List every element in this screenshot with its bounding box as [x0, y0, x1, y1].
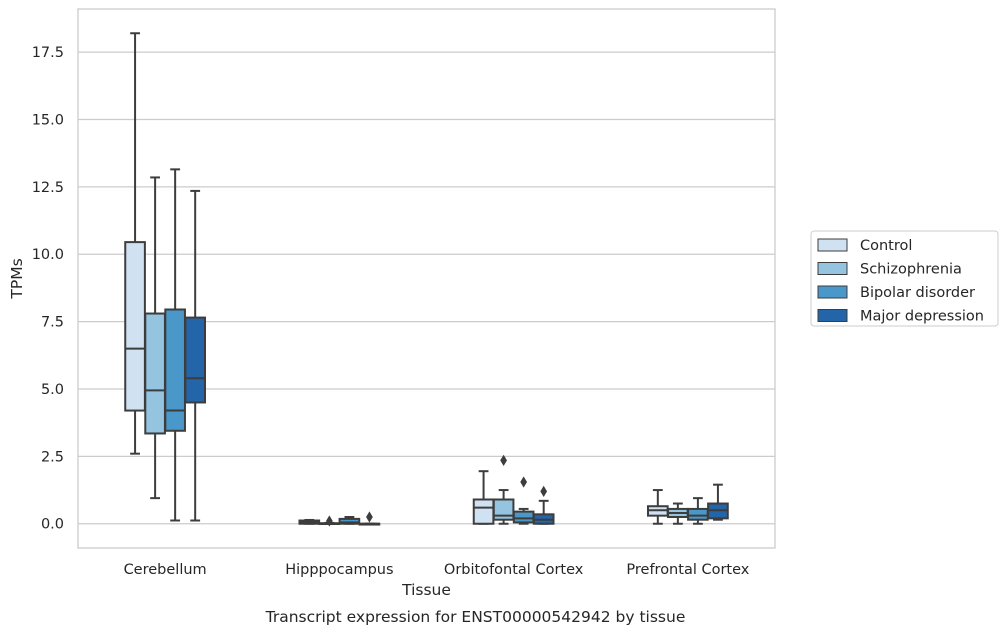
box-control — [298, 518, 321, 525]
legend-swatch — [817, 285, 848, 299]
box-body — [472, 498, 495, 525]
y-tick-label: 2.5 — [41, 449, 64, 465]
box-major-depression — [532, 485, 555, 525]
legend-item: Control — [817, 238, 912, 254]
x-tick-label: Prefrontal Cortex — [626, 562, 749, 578]
legend: Control Schizophrenia Bipolar disorder Majo… — [810, 230, 999, 327]
box-control — [646, 489, 669, 525]
box-body — [164, 308, 186, 432]
legend-label: Schizophrenia — [860, 262, 962, 278]
boxes — [124, 32, 729, 527]
box-major-depression — [707, 483, 729, 521]
box-body — [184, 316, 207, 404]
outlier-point — [520, 476, 528, 488]
legend-swatch — [817, 262, 848, 275]
y-tick-label: 10.0 — [32, 247, 64, 263]
x-tick-label: Cerebellum — [124, 562, 207, 578]
box-body — [124, 241, 146, 412]
y-tick-label: 12.5 — [32, 180, 64, 196]
y-tick-label: 15.0 — [32, 112, 64, 128]
y-tick-label: 0.0 — [41, 517, 64, 533]
box-body — [338, 517, 361, 525]
x-tick-label: Orbitofontal Cortex — [444, 562, 584, 578]
box-body — [492, 498, 515, 521]
x-axis-label: Tissue — [401, 581, 451, 599]
box-bipolar-disorder — [338, 516, 361, 525]
legend-label: Bipolar disorder — [860, 285, 975, 301]
legend-swatch — [817, 309, 848, 322]
y-axis-label: TPMs — [8, 258, 26, 299]
outlier-point — [325, 515, 333, 527]
box-schizophrenia — [667, 502, 689, 525]
y-tick-label: 5.0 — [41, 382, 64, 398]
outlier-point — [540, 485, 548, 498]
legend-item: Schizophrenia — [817, 262, 962, 278]
legend-label: Major depression — [860, 309, 984, 325]
x-tick-labels: Cerebellum Hipppocampus Orbitofontal Corte… — [124, 562, 750, 578]
box-body — [512, 510, 535, 524]
box-bipolar-disorder — [512, 476, 535, 525]
legend-item: Major depression — [817, 309, 984, 325]
outlier-point — [500, 454, 507, 467]
plot-frame — [77, 8, 776, 549]
box-control — [472, 470, 495, 525]
y-tick-labels: 0.0 2.5 5.0 7.5 10.0 12.5 15.0 17.5 — [32, 45, 64, 533]
legend-item: Bipolar disorder — [817, 285, 975, 301]
legend-frame — [810, 230, 999, 327]
box-body — [687, 507, 709, 521]
legend-label: Control — [860, 238, 912, 254]
x-tick-label: Hipppocampus — [285, 562, 393, 578]
box-major-depression — [358, 511, 381, 526]
box-major-depression — [184, 189, 207, 522]
box-schizophrenia — [492, 454, 515, 525]
box-bipolar-disorder — [164, 168, 186, 522]
y-tick-label: 17.5 — [32, 45, 64, 61]
chart-caption: Transcript expression for ENST0000054294… — [265, 608, 686, 626]
box-schizophrenia — [144, 176, 166, 500]
box-body — [144, 312, 166, 435]
outlier-point — [366, 511, 373, 523]
gridlines — [78, 51, 775, 525]
box-schizophrenia — [318, 515, 341, 527]
y-tick-label: 7.5 — [41, 315, 64, 331]
legend-swatch — [817, 238, 848, 252]
box-bipolar-disorder — [687, 497, 709, 525]
box-control — [124, 32, 146, 455]
